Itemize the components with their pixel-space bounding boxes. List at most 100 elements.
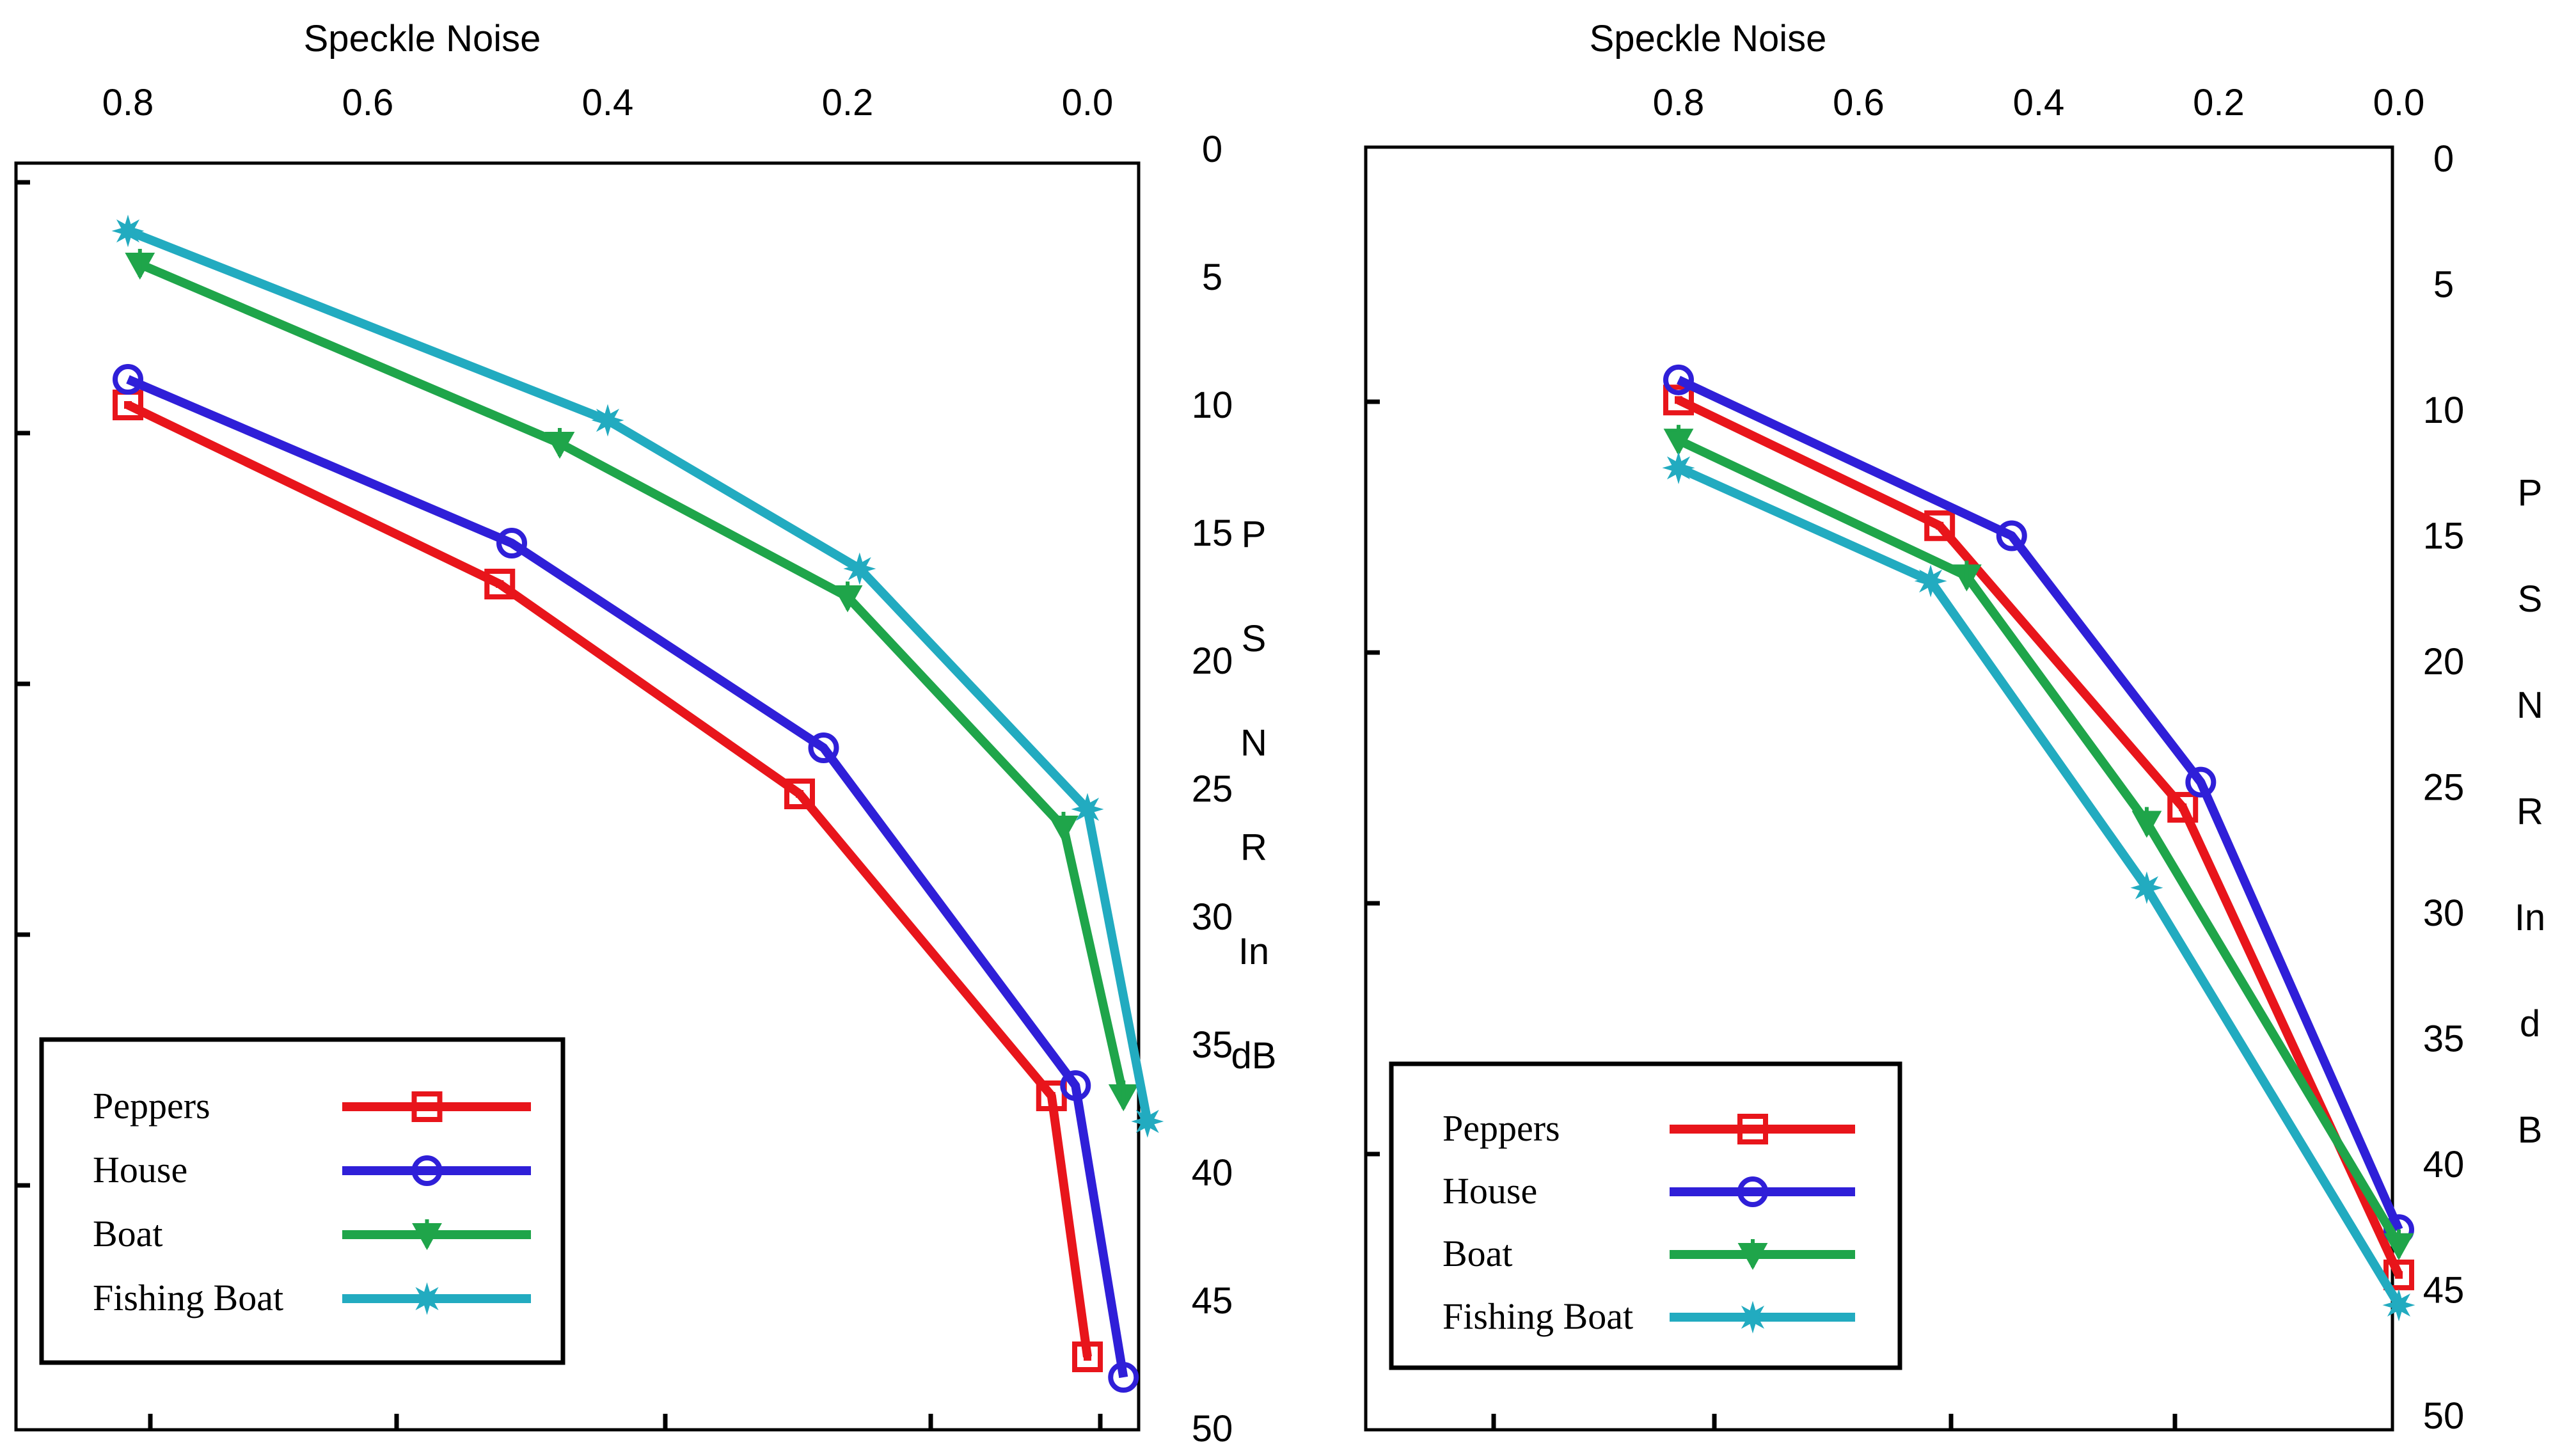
data-point-peppers-shape (1924, 510, 1956, 541)
legend-entry-house: House (1442, 1170, 1855, 1212)
y-tick-label: 20 (2423, 641, 2465, 683)
legend-swatch-marker (411, 1091, 443, 1122)
y-axis-label-part: In (2515, 897, 2545, 938)
data-point-peppers-core (1084, 1353, 1091, 1361)
y-tick-label: 40 (2423, 1144, 2465, 1185)
data-point-peppers-shape (2167, 791, 2199, 823)
data-point-peppers (2383, 1259, 2414, 1290)
legend-entry-boat: Boat (93, 1213, 531, 1254)
data-point-fishing-boat-shape (591, 404, 624, 437)
data-point-fishing-boat (2382, 1288, 2415, 1322)
series-line-fishing-boat (1677, 464, 2403, 1308)
data-point-house (1996, 520, 2027, 551)
y-tick-label: 30 (2423, 892, 2465, 934)
x-tick-label: 0.2 (2193, 82, 2245, 123)
data-point-peppers (484, 569, 516, 599)
data-point-house-shape (2185, 766, 2217, 798)
data-point-peppers-shape (484, 569, 516, 599)
legend-label: Peppers (93, 1085, 210, 1127)
x-tick-label: 0.0 (1062, 82, 1114, 123)
data-point-fishing-boat (2130, 871, 2163, 905)
y-axis-label-part: R (2517, 791, 2543, 832)
data-point-fishing-boat (1662, 451, 1695, 484)
x-axis-title: Speckle Noise (304, 18, 541, 59)
data-point-peppers-core (796, 790, 803, 798)
y-axis-label-part: P (1242, 514, 1267, 555)
y-tick-label: 35 (1192, 1024, 1233, 1066)
legend-swatch-marker (410, 1282, 444, 1315)
data-point-peppers-core (496, 580, 504, 588)
y-axis-label-part: P (2518, 472, 2543, 514)
data-point-house-shape (1060, 1070, 1091, 1101)
series-fishing-boat (1662, 451, 2415, 1322)
y-axis-label-part: N (1240, 722, 1267, 764)
x-tick-label: 0.6 (1833, 82, 1885, 123)
data-point-fishing-boat (111, 214, 145, 248)
series-line-house (1677, 376, 2403, 1232)
legend-entry-fishing-boat: Fishing Boat (93, 1277, 531, 1318)
legend-swatch-marker (1737, 1114, 1768, 1144)
y-tick-label: 35 (2423, 1018, 2465, 1060)
data-point-fishing-boat-shape (111, 214, 145, 248)
data-point-house-shape (1996, 520, 2027, 551)
data-point-house (1663, 364, 1694, 395)
legend-swatch-marker (1737, 1239, 1768, 1270)
legend-label: House (1442, 1170, 1537, 1212)
data-point-peppers-core (2395, 1270, 2403, 1279)
series-peppers (1663, 384, 2414, 1290)
series-line-house (126, 375, 1128, 1379)
y-tick-label: 45 (2423, 1270, 2465, 1311)
data-point-house (1060, 1070, 1091, 1101)
legend-swatch-marker (1736, 1301, 1769, 1334)
data-point-boat (1663, 425, 1694, 456)
data-point-house-shape (113, 364, 143, 395)
data-point-peppers (784, 779, 815, 809)
y-tick-label: 10 (2423, 390, 2465, 431)
data-point-fishing-boat (1131, 1105, 1164, 1138)
data-point-house (113, 364, 143, 395)
data-point-peppers-core (1675, 396, 1682, 404)
y-tick-label: 40 (1192, 1152, 1233, 1194)
legend-swatch-marker-shape (411, 1155, 443, 1186)
legend-entry-fishing-boat: Fishing Boat (1442, 1295, 1855, 1337)
legend-swatch-marker-shape (1737, 1114, 1768, 1144)
data-point-boat (2131, 807, 2162, 838)
data-point-peppers (2167, 791, 2199, 823)
y-axis-label-part: S (2518, 578, 2543, 620)
data-point-house-shape (1108, 1362, 1139, 1393)
y-axis-label-part: R (1240, 827, 1267, 868)
data-point-boat (1048, 812, 1079, 843)
x-tick-label: 0.6 (342, 82, 394, 123)
y-axis-label-part: S (1242, 618, 1267, 660)
series-line-peppers (1676, 395, 2403, 1277)
y-tick-label: 0 (1202, 129, 1222, 170)
legend-swatch-marker (411, 1155, 443, 1186)
y-axis-label-part: d (2520, 1003, 2540, 1045)
x-tick-label: 0.4 (2013, 82, 2065, 123)
legend-swatch-marker (1737, 1176, 1768, 1207)
y-tick-label: 20 (1192, 640, 1233, 682)
series-line-boat (1677, 436, 2403, 1247)
y-tick-label: 0 (2433, 138, 2454, 180)
y-axis-label-part: dB (1231, 1035, 1277, 1077)
legend-label: Boat (1442, 1233, 1513, 1274)
legend-swatch-marker-shape (1736, 1301, 1769, 1334)
series-house (113, 364, 1139, 1393)
x-tick-label: 0.0 (2373, 82, 2425, 123)
plot-frame (14, 161, 1141, 1432)
legend-box (39, 1037, 565, 1365)
legend-entry-house: House (93, 1149, 531, 1191)
data-point-house (496, 528, 527, 558)
y-axis-label-part: N (2517, 684, 2543, 726)
y-tick-label: 10 (1192, 384, 1233, 426)
series-boat (1663, 425, 2414, 1260)
data-point-fishing-boat-shape (1662, 451, 1695, 484)
x-tick-label: 0.4 (582, 82, 634, 123)
legend-label: House (93, 1149, 187, 1191)
data-point-fishing-boat (843, 552, 876, 585)
data-point-house-shape (1663, 364, 1694, 395)
legend-swatch-marker-core (423, 1103, 431, 1111)
data-point-peppers-shape (1072, 1341, 1103, 1372)
data-point-house-shape (496, 528, 527, 558)
